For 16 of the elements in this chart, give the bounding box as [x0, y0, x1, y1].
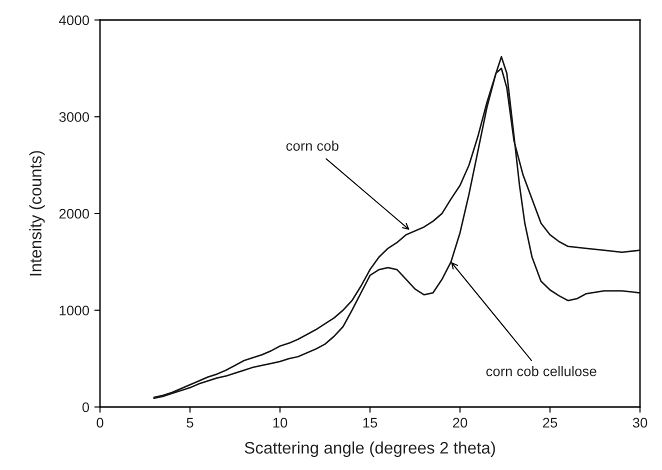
- x-tick-label: 5: [186, 418, 194, 428]
- y-tick-label: 3000: [59, 112, 90, 122]
- x-tick-label: 30: [632, 418, 648, 428]
- x-tick-label: 0: [96, 418, 104, 428]
- x-tick-label: 15: [363, 418, 378, 428]
- x-tick-label: 25: [542, 418, 558, 428]
- x-axis-title: Scattering angle (degrees 2 theta): [244, 441, 495, 458]
- y-tick-label: 4000: [59, 15, 90, 26]
- x-tick-label: 20: [452, 418, 468, 428]
- y-tick-label: 2000: [59, 208, 90, 219]
- y-tick-label: 0: [82, 402, 90, 412]
- y-axis-title: Intensity (counts): [29, 151, 45, 276]
- annotation: corn cob cellulose: [486, 366, 596, 376]
- y-tick-label: 1000: [60, 306, 90, 316]
- x-tick-label: 10: [273, 418, 288, 428]
- annotation: corn cob: [286, 140, 338, 151]
